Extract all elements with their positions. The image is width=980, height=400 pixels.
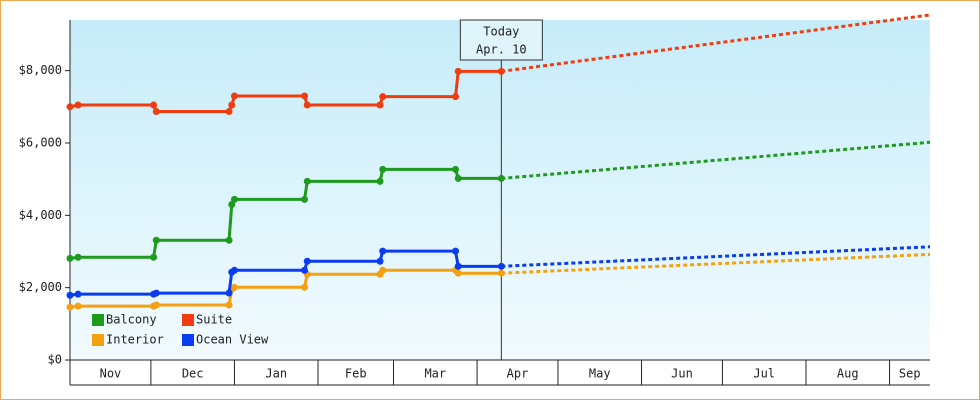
x-tick-label: Feb (345, 367, 367, 381)
point (230, 266, 238, 274)
x-tick-label: Jul (753, 367, 775, 381)
today-label: Today (483, 25, 519, 39)
plot-area (70, 20, 930, 360)
point (225, 301, 233, 309)
point (379, 266, 387, 274)
legend-label: Interior (106, 333, 164, 347)
forecast-line (501, 252, 931, 275)
y-tick-label: $2,000 (19, 280, 62, 294)
point (152, 289, 160, 297)
point (303, 101, 311, 109)
point (303, 257, 311, 265)
legend-swatch (92, 314, 104, 326)
legend-label: Suite (196, 313, 232, 327)
point (379, 165, 387, 173)
point (379, 247, 387, 255)
today-box (459, 19, 543, 61)
point (74, 101, 82, 109)
point (303, 177, 311, 185)
point (452, 93, 460, 101)
point (66, 291, 74, 299)
point (74, 290, 82, 298)
point (497, 262, 505, 270)
y-tick-label: $8,000 (19, 63, 62, 77)
point (454, 262, 462, 270)
point (66, 103, 74, 111)
point (454, 269, 462, 277)
point (301, 266, 309, 274)
legend-label: Balcony (106, 313, 157, 327)
legend-label: Ocean View (196, 333, 269, 347)
point (376, 257, 384, 265)
point (228, 101, 236, 109)
legend-swatch (182, 314, 194, 326)
point (301, 92, 309, 100)
legend-swatch (182, 334, 194, 346)
point (301, 283, 309, 291)
point (452, 165, 460, 173)
point (66, 303, 74, 311)
point (230, 283, 238, 291)
point (454, 67, 462, 75)
point (150, 253, 158, 261)
legend-swatch (92, 334, 104, 346)
x-tick-label: Apr (507, 367, 529, 381)
point (376, 177, 384, 185)
forecast-line (501, 245, 931, 268)
point (452, 247, 460, 255)
point (230, 92, 238, 100)
point (150, 101, 158, 109)
y-tick-label: $0 (48, 353, 62, 367)
x-tick-label: May (589, 367, 611, 381)
point (74, 253, 82, 261)
point (225, 236, 233, 244)
x-tick-label: Jan (265, 367, 287, 381)
x-tick-label: Jun (671, 367, 693, 381)
point (225, 289, 233, 297)
point (230, 195, 238, 203)
point (379, 93, 387, 101)
point (497, 67, 505, 75)
y-tick-label: $4,000 (19, 208, 62, 222)
point (301, 195, 309, 203)
forecast-line (501, 13, 931, 73)
point (152, 301, 160, 309)
y-tick-label: $6,000 (19, 135, 62, 149)
point (66, 254, 74, 262)
forecast-line (501, 140, 931, 180)
point (497, 174, 505, 182)
point (454, 174, 462, 182)
x-tick-label: Nov (100, 367, 122, 381)
x-tick-label: Dec (182, 367, 204, 381)
point (152, 236, 160, 244)
today-label: Apr. 10 (476, 43, 527, 57)
x-tick-label: Mar (424, 367, 446, 381)
point (497, 269, 505, 277)
point (74, 302, 82, 310)
x-tick-label: Aug (837, 367, 859, 381)
x-tick-label: Sep (899, 367, 921, 381)
point (225, 108, 233, 116)
point (376, 101, 384, 109)
point (152, 108, 160, 116)
